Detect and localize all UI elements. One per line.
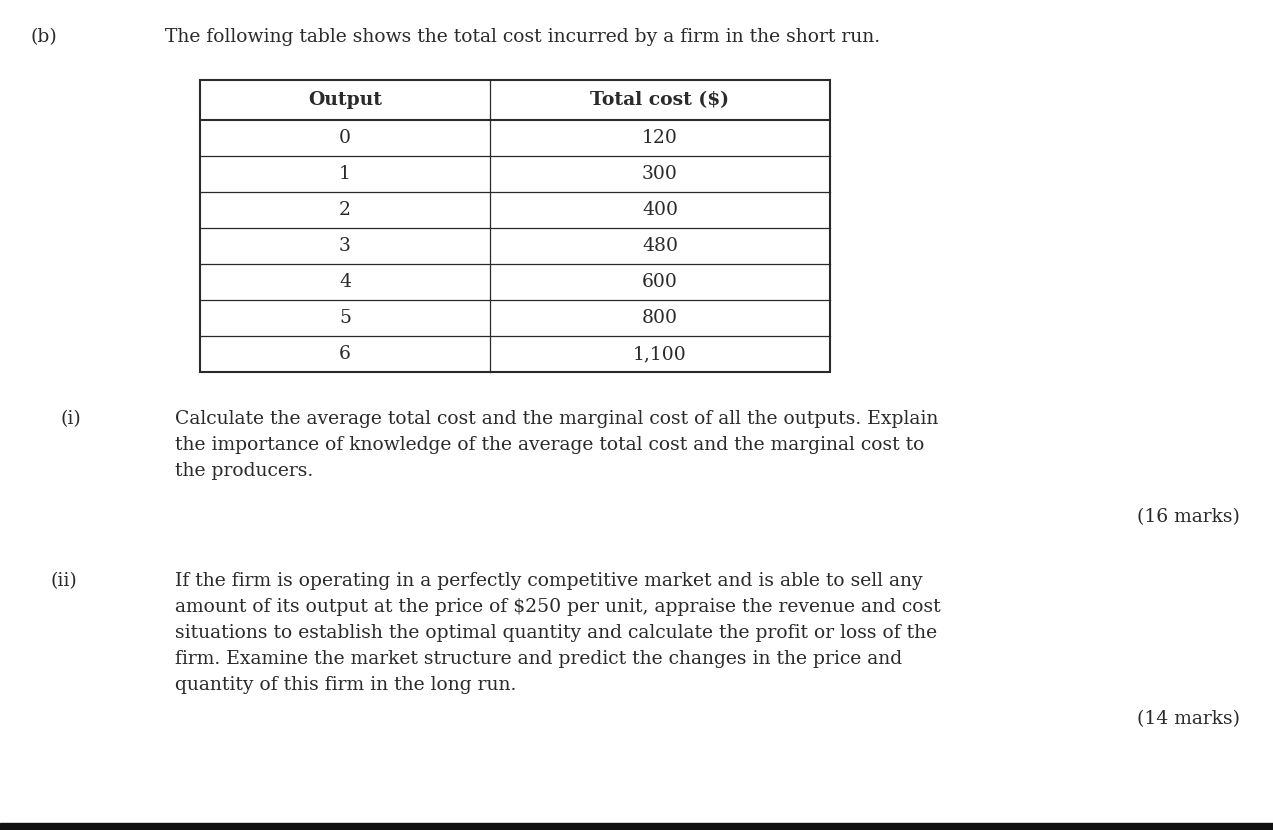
Text: The following table shows the total cost incurred by a firm in the short run.: The following table shows the total cost… xyxy=(165,28,880,46)
Text: (i): (i) xyxy=(60,410,80,428)
Text: firm. Examine the market structure and predict the changes in the price and: firm. Examine the market structure and p… xyxy=(174,650,903,668)
Text: 480: 480 xyxy=(642,237,679,255)
Text: situations to establish the optimal quantity and calculate the profit or loss of: situations to establish the optimal quan… xyxy=(174,624,937,642)
Text: (b): (b) xyxy=(31,28,57,46)
Text: 400: 400 xyxy=(642,201,679,219)
Text: 6: 6 xyxy=(339,345,351,363)
Text: 120: 120 xyxy=(642,129,679,147)
Text: 4: 4 xyxy=(339,273,351,291)
Text: (16 marks): (16 marks) xyxy=(1137,508,1240,526)
Text: (ii): (ii) xyxy=(50,572,76,590)
Text: 3: 3 xyxy=(339,237,351,255)
Bar xyxy=(0,823,1273,830)
Text: the importance of knowledge of the average total cost and the marginal cost to: the importance of knowledge of the avera… xyxy=(174,436,924,454)
Text: 600: 600 xyxy=(642,273,679,291)
Text: Calculate the average total cost and the marginal cost of all the outputs. Expla: Calculate the average total cost and the… xyxy=(174,410,938,428)
Text: 5: 5 xyxy=(339,309,351,327)
Text: 1,100: 1,100 xyxy=(633,345,687,363)
Bar xyxy=(200,80,830,372)
Text: Output: Output xyxy=(308,91,382,109)
Text: If the firm is operating in a perfectly competitive market and is able to sell a: If the firm is operating in a perfectly … xyxy=(174,572,923,590)
Text: 0: 0 xyxy=(339,129,351,147)
Text: Total cost ($): Total cost ($) xyxy=(591,91,729,109)
Text: 800: 800 xyxy=(642,309,679,327)
Text: the producers.: the producers. xyxy=(174,462,313,480)
Text: 1: 1 xyxy=(339,165,351,183)
Text: 2: 2 xyxy=(339,201,351,219)
Text: amount of its output at the price of $250 per unit, appraise the revenue and cos: amount of its output at the price of $25… xyxy=(174,598,941,616)
Text: quantity of this firm in the long run.: quantity of this firm in the long run. xyxy=(174,676,517,694)
Text: 300: 300 xyxy=(642,165,679,183)
Text: (14 marks): (14 marks) xyxy=(1137,710,1240,728)
